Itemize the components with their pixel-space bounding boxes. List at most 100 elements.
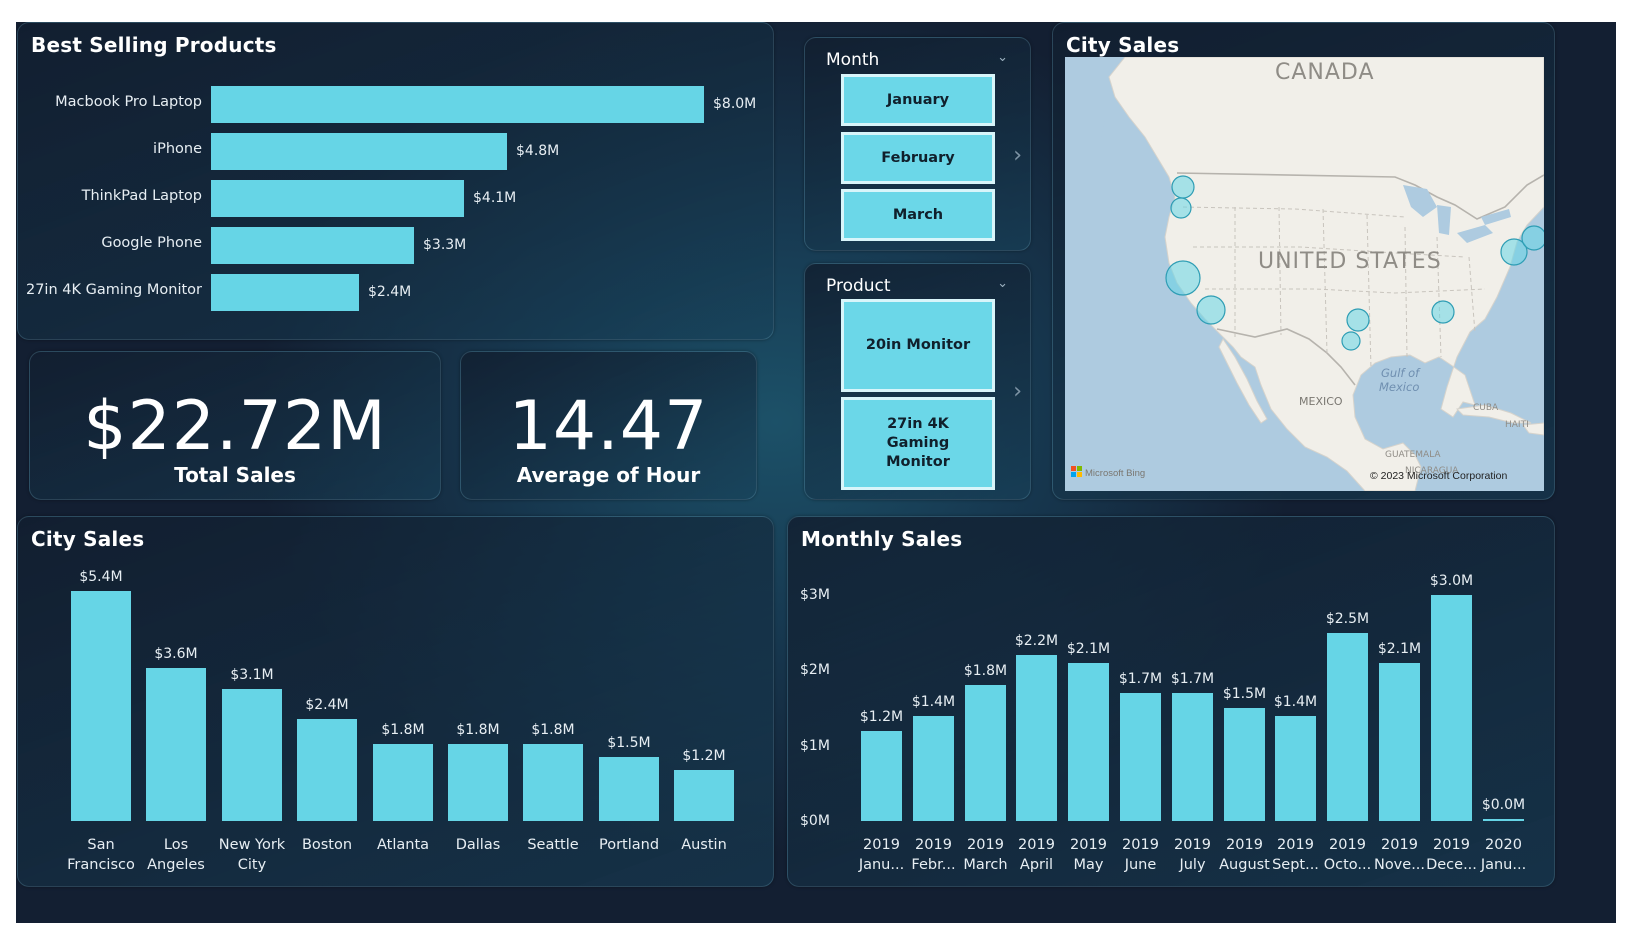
city-sales-chart-card[interactable]: City Sales $5.4M San Francisco $3.6M Los Ange… bbox=[17, 516, 774, 887]
month-slicer-title: Month bbox=[826, 50, 880, 70]
city-bar-value-label: $5.4M bbox=[79, 569, 123, 585]
city-bar[interactable] bbox=[674, 770, 734, 821]
month-bar[interactable] bbox=[965, 685, 1006, 821]
month-bar-value-label: $1.4M bbox=[1273, 694, 1318, 710]
city-bar-value-label: $1.8M bbox=[456, 722, 500, 738]
bubble-atlanta[interactable] bbox=[1431, 300, 1455, 324]
city-bar-value-label: $1.8M bbox=[381, 722, 425, 738]
bubble-seattle[interactable] bbox=[1171, 175, 1195, 199]
month-bar[interactable] bbox=[1275, 716, 1316, 821]
month-slicer[interactable]: Month ⌄ January February March › bbox=[804, 37, 1031, 251]
city-sales-map[interactable]: CANADA UNITED STATES Gulf of Mexico MEXI… bbox=[1065, 57, 1544, 491]
month-option-february[interactable]: February bbox=[841, 132, 995, 184]
month-category-label: 2019 Febr... bbox=[911, 837, 956, 873]
bubble-los-angeles[interactable] bbox=[1196, 295, 1226, 325]
label-cuba: CUBA bbox=[1473, 403, 1499, 413]
bubble-austin[interactable] bbox=[1341, 331, 1361, 351]
month-bar-value-label: $1.7M bbox=[1170, 671, 1215, 687]
month-option-january[interactable]: January bbox=[841, 74, 995, 126]
product-bar-label: iPhone bbox=[153, 141, 202, 157]
product-slicer[interactable]: Product ⌄ 20in Monitor 27in 4K Gaming Mo… bbox=[804, 263, 1031, 500]
product-bar[interactable] bbox=[211, 274, 359, 311]
label-gulf-line1: Gulf of bbox=[1381, 366, 1421, 380]
month-category-label: 2019 April bbox=[1018, 837, 1055, 873]
chevron-right-icon[interactable]: › bbox=[1013, 379, 1022, 404]
city-category-label: Atlanta bbox=[376, 837, 430, 853]
city-bar[interactable] bbox=[523, 744, 583, 821]
month-bar[interactable] bbox=[1379, 663, 1420, 821]
month-bar[interactable] bbox=[913, 716, 954, 821]
product-bar-value-label: $2.4M bbox=[368, 284, 412, 300]
chevron-down-icon[interactable]: ⌄ bbox=[997, 276, 1008, 291]
label-gulf: Gulf of Mexico bbox=[1379, 366, 1423, 394]
chevron-right-icon[interactable]: › bbox=[1013, 143, 1022, 168]
chevron-down-icon[interactable]: ⌄ bbox=[997, 50, 1008, 65]
product-bar-label: Macbook Pro Laptop bbox=[55, 94, 202, 110]
city-sales-chart-title: City Sales bbox=[31, 527, 145, 551]
y-axis-tick-label: $3M bbox=[800, 587, 830, 604]
month-bar-value-label: $2.2M bbox=[1014, 633, 1059, 649]
month-bar[interactable] bbox=[1172, 693, 1213, 821]
label-guatemala: GUATEMALA bbox=[1385, 450, 1441, 460]
city-bar[interactable] bbox=[373, 744, 433, 821]
product-bar[interactable] bbox=[211, 180, 464, 217]
product-bar[interactable] bbox=[211, 227, 414, 264]
month-bar[interactable] bbox=[1068, 663, 1109, 821]
month-bar-value-label: $3.0M bbox=[1429, 573, 1474, 589]
bubble-new-york[interactable] bbox=[1500, 238, 1528, 266]
product-bar[interactable] bbox=[211, 133, 507, 170]
product-bar[interactable] bbox=[211, 86, 704, 123]
average-hour-card[interactable]: 14.47 Average of Hour bbox=[460, 351, 757, 500]
land-baja bbox=[1218, 338, 1268, 424]
month-bar-value-label: $0.0M bbox=[1481, 797, 1526, 813]
bing-logo: Microsoft Bing bbox=[1071, 466, 1145, 479]
bubble-san-francisco[interactable] bbox=[1165, 260, 1201, 296]
great-lakes bbox=[1075, 97, 1511, 243]
month-bar-value-label: $1.2M bbox=[859, 709, 904, 725]
city-sales-map-title: City Sales bbox=[1066, 33, 1180, 57]
total-sales-value: $22.72M bbox=[83, 387, 387, 466]
month-bar[interactable] bbox=[861, 731, 902, 821]
month-bar[interactable] bbox=[1483, 819, 1524, 821]
bubble-portland[interactable] bbox=[1170, 197, 1192, 219]
month-bar[interactable] bbox=[1431, 595, 1472, 821]
month-category-label: 2019 Sept... bbox=[1272, 837, 1319, 873]
state-borders bbox=[1182, 206, 1486, 370]
month-bar[interactable] bbox=[1224, 708, 1265, 821]
month-bar[interactable] bbox=[1327, 633, 1368, 821]
city-bar[interactable] bbox=[599, 757, 659, 821]
month-bar[interactable] bbox=[1120, 693, 1161, 821]
y-axis-tick-label: $2M bbox=[800, 662, 830, 679]
bubble-dallas[interactable] bbox=[1346, 308, 1370, 332]
product-option-20in-monitor[interactable]: 20in Monitor bbox=[841, 299, 995, 392]
border-us-mexico bbox=[1216, 328, 1356, 386]
city-sales-column-chart: $5.4M San Francisco $3.6M Los Angeles $3.1M New… bbox=[18, 517, 773, 886]
bubble-boston[interactable] bbox=[1521, 225, 1544, 251]
total-sales-card[interactable]: $22.72M Total Sales bbox=[29, 351, 441, 500]
city-bar[interactable] bbox=[71, 591, 131, 821]
label-united-states: UNITED STATES bbox=[1258, 249, 1442, 274]
best-selling-products-title: Best Selling Products bbox=[31, 33, 277, 57]
city-bar[interactable] bbox=[146, 668, 206, 821]
month-bar-value-label: $1.8M bbox=[963, 663, 1008, 679]
monthly-sales-chart-card[interactable]: Monthly Sales $0M $1M $2M $3M $1.2M 2019 Janu.… bbox=[787, 516, 1555, 887]
label-canada: CANADA bbox=[1275, 60, 1375, 85]
month-bar-value-label: $1.5M bbox=[1222, 686, 1267, 702]
city-category-label: Austin bbox=[681, 837, 727, 853]
month-option-march[interactable]: March bbox=[841, 189, 995, 241]
product-slicer-title: Product bbox=[826, 276, 891, 296]
label-mexico: MEXICO bbox=[1299, 395, 1343, 408]
city-bar[interactable] bbox=[222, 689, 282, 821]
month-bar-value-label: $2.1M bbox=[1377, 641, 1422, 657]
product-option-27in-monitor[interactable]: 27in 4K Gaming Monitor bbox=[841, 397, 995, 490]
best-selling-products-card[interactable]: Best Selling Products Macbook Pro Laptop… bbox=[17, 22, 774, 340]
city-bar-value-label: $3.1M bbox=[230, 667, 274, 683]
month-bar-value-label: $1.4M bbox=[911, 694, 956, 710]
city-category-label: San Francisco bbox=[67, 837, 135, 873]
city-bar[interactable] bbox=[448, 744, 508, 821]
month-bar[interactable] bbox=[1016, 655, 1057, 821]
month-bar-value-label: $2.5M bbox=[1325, 611, 1370, 627]
bing-label: Microsoft Bing bbox=[1085, 468, 1145, 479]
city-bar[interactable] bbox=[297, 719, 357, 821]
month-bar-value-label: $2.1M bbox=[1066, 641, 1111, 657]
